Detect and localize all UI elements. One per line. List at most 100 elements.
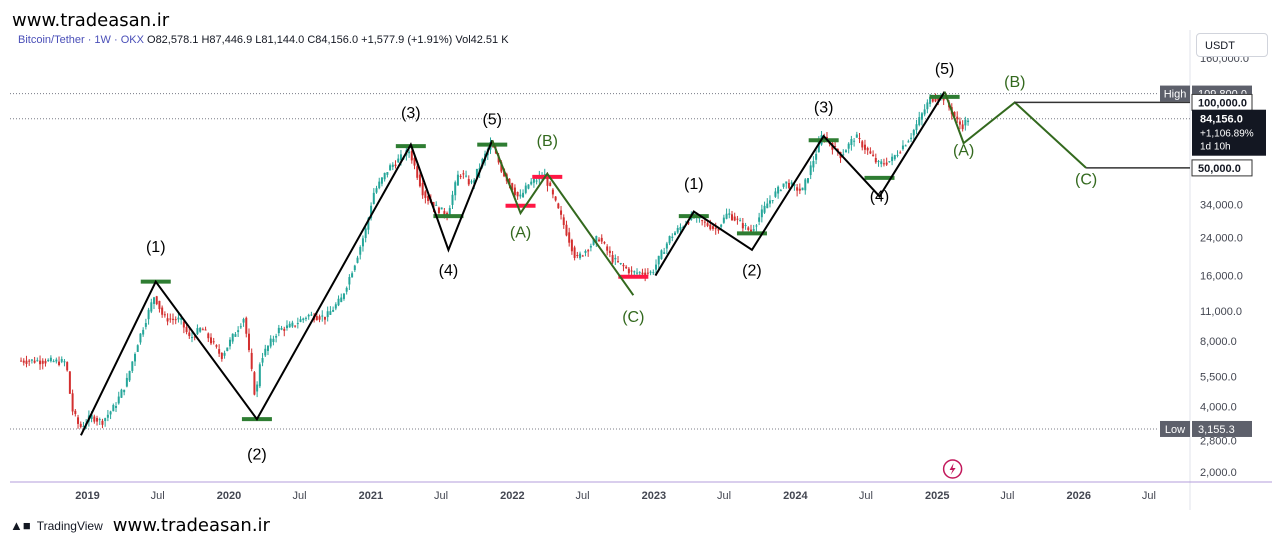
candle-body (931, 98, 934, 102)
candle-body (809, 165, 812, 176)
candle-body (250, 352, 253, 369)
candle-body (801, 187, 804, 191)
wave-label: (3) (814, 99, 834, 116)
candle-body (410, 151, 413, 161)
wave-label: (2) (247, 447, 267, 464)
candle-body (432, 202, 435, 208)
candle-body (641, 272, 644, 275)
candle-body (516, 191, 519, 197)
candle-body (587, 250, 590, 252)
candle-body (834, 146, 837, 148)
bar-countdown: 1d 10h (1200, 142, 1231, 153)
price-tick-label: 2,000.0 (1200, 467, 1237, 479)
candle-body (172, 318, 175, 320)
candle-body (291, 322, 294, 327)
candle-body (245, 317, 248, 334)
candle-body (440, 207, 443, 210)
low-tag-label: Low (1165, 424, 1185, 436)
candle-body (901, 145, 904, 150)
candle-body (128, 370, 131, 381)
candle-body (817, 141, 820, 153)
candle-body (755, 225, 758, 227)
candle-body (763, 205, 766, 213)
elliott-impulse-wave (654, 91, 946, 277)
current-price-change: +1,106.89% (1200, 129, 1254, 140)
candle-body (557, 203, 560, 209)
candle-body (399, 154, 402, 161)
candle-body (169, 318, 172, 320)
candle-body (104, 418, 107, 421)
candle-body (625, 266, 628, 269)
candle-body (63, 361, 66, 363)
candle-body (844, 150, 847, 153)
candle-body (584, 250, 587, 253)
candle-body (258, 364, 261, 387)
candle-body (798, 188, 801, 191)
wave-label: (1) (146, 239, 166, 256)
candle-body (115, 406, 118, 408)
candle-body (185, 327, 188, 333)
high-value: 87,446.9 (209, 34, 253, 46)
candle-body (456, 174, 459, 186)
candle-body (888, 161, 891, 163)
candle-body (247, 333, 250, 351)
candle-body (728, 213, 731, 215)
candle-body (101, 420, 104, 425)
candle-body (329, 311, 332, 315)
high-tag-label: High (1164, 89, 1187, 101)
candle-body (779, 190, 782, 192)
candle-body (872, 154, 875, 156)
wave-label: (1) (684, 176, 704, 193)
candle-body (758, 217, 761, 222)
price-tick-label: 16,000.0 (1200, 271, 1243, 283)
candle-body (174, 319, 177, 321)
time-tick-label: 2024 (783, 490, 808, 502)
candle-body (421, 183, 424, 196)
candle-body (473, 179, 476, 184)
tradingview-logo-icon[interactable]: ▲■ (10, 518, 31, 533)
candle-body (58, 361, 61, 365)
tradingview-brand[interactable]: TradingView (36, 518, 103, 533)
close-label: C (307, 34, 316, 46)
candle-body (749, 229, 752, 232)
candle-body (123, 389, 126, 393)
candle-body (264, 348, 267, 356)
candle-body (687, 222, 690, 224)
candle-body (600, 237, 603, 242)
candle-body (283, 328, 286, 331)
candle-body (147, 309, 150, 320)
candle-body (209, 337, 212, 344)
currency-button[interactable]: USDT (1196, 33, 1268, 57)
high-label: H (201, 34, 210, 46)
wave-label: (A) (510, 224, 531, 241)
candle-body (139, 333, 142, 343)
candle-body (622, 264, 625, 267)
candle-body (144, 323, 147, 327)
candle-body (158, 300, 161, 310)
candle-body (71, 393, 74, 412)
change-value: +1,577.9 (+1.91%) (361, 34, 453, 46)
time-tick-label: Jul (293, 490, 307, 502)
candle-body (353, 265, 356, 271)
candle-body (413, 157, 416, 166)
candle-body (611, 255, 614, 263)
candle-body (372, 192, 375, 204)
wave-label: (B) (1004, 74, 1025, 91)
candle-body (28, 360, 31, 362)
time-tick-label: Jul (859, 490, 873, 502)
candle-body (348, 277, 351, 285)
candle-body (253, 372, 256, 395)
symbol-title[interactable]: Bitcoin/Tether · 1W · OKX (18, 34, 144, 46)
target-price-value: 50,000.0 (1198, 163, 1241, 175)
candle-body (427, 195, 430, 201)
current-price-box (1192, 109, 1266, 156)
candle-body (280, 328, 283, 330)
candle-body (674, 232, 677, 236)
candle-body (277, 327, 280, 334)
candle-body (877, 161, 880, 163)
candle-body (899, 152, 902, 154)
candle-body (351, 273, 354, 278)
candle-body (20, 360, 23, 362)
candle-body (397, 158, 400, 163)
